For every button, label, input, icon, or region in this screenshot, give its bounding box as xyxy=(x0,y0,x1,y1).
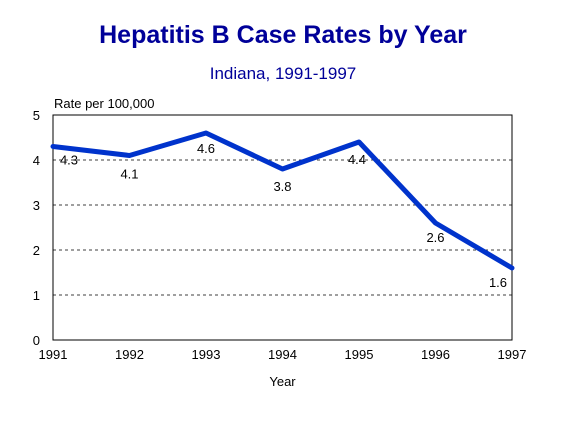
series-line xyxy=(50,130,515,271)
data-label: 4.1 xyxy=(120,167,138,182)
x-tick-label: 1996 xyxy=(421,347,450,362)
data-label: 3.8 xyxy=(273,179,291,194)
y-tick-label: 3 xyxy=(33,198,40,213)
x-tick-label: 1994 xyxy=(268,347,297,362)
x-tick-label: 1997 xyxy=(498,347,527,362)
y-axis-label: Rate per 100,000 xyxy=(54,96,154,111)
y-tick-label: 4 xyxy=(33,153,40,168)
data-label: 4.4 xyxy=(348,152,366,167)
plot-frame xyxy=(52,114,513,341)
chart-subtitle: Indiana, 1991-1997 xyxy=(209,64,357,83)
data-label: 4.3 xyxy=(60,153,78,168)
x-tick-label: 1992 xyxy=(115,347,144,362)
y-tick-label: 0 xyxy=(33,333,40,348)
chart-title: Hepatitis B Case Rates by Year xyxy=(99,21,467,49)
data-label: 2.6 xyxy=(426,230,444,245)
data-label: 4.6 xyxy=(197,141,215,156)
x-tick-label: 1993 xyxy=(192,347,221,362)
data-label: 1.6 xyxy=(489,275,507,290)
y-tick-label: 1 xyxy=(33,288,40,303)
x-tick-label: 1995 xyxy=(345,347,374,362)
y-tick-label: 5 xyxy=(33,108,40,123)
y-tick-label: 2 xyxy=(33,243,40,258)
x-tick-label: 1991 xyxy=(39,347,68,362)
x-axis-label: Year xyxy=(269,374,296,389)
